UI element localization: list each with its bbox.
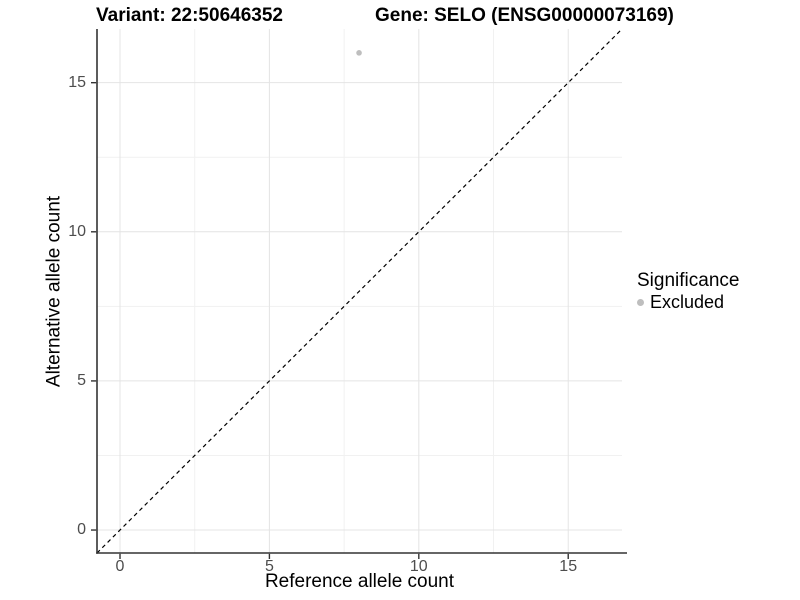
x-tick-label: 5 bbox=[264, 558, 274, 575]
plot-title-gene: Gene: SELO (ENSG00000073169) bbox=[375, 5, 674, 26]
data-point bbox=[356, 50, 362, 56]
y-tick-label: 15 bbox=[68, 73, 86, 91]
y-axis-title: Alternative allele count bbox=[43, 195, 65, 388]
legend-item-excluded: Excluded bbox=[637, 292, 739, 313]
y-tick-label: 10 bbox=[68, 222, 86, 240]
identity-reference-line bbox=[96, 28, 623, 554]
legend-item-label: Excluded bbox=[650, 292, 725, 312]
point-icon bbox=[637, 299, 644, 306]
legend-title: Significance bbox=[637, 270, 740, 291]
x-axis-title: Reference allele count bbox=[264, 571, 455, 592]
y-tick-label: 5 bbox=[77, 371, 86, 389]
plot-title-variant: Variant: 22:50646352 bbox=[96, 5, 283, 26]
legend: Significance Excluded bbox=[637, 269, 739, 313]
x-tick-label: 10 bbox=[409, 558, 428, 575]
y-tick-label: 0 bbox=[77, 521, 86, 539]
x-tick-label: 0 bbox=[115, 558, 125, 575]
x-tick-label: 15 bbox=[559, 558, 578, 575]
